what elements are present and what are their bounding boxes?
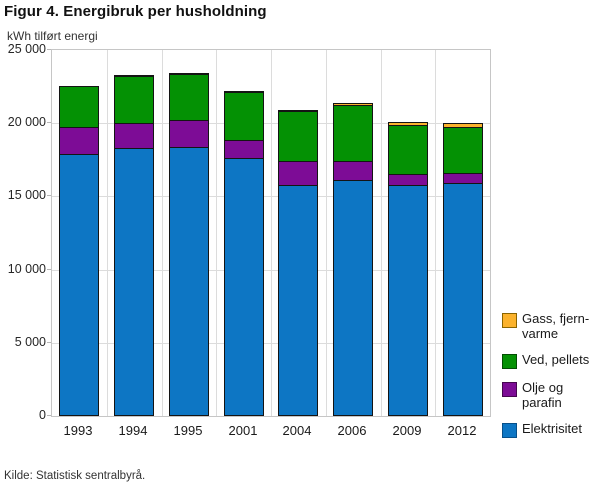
bar-segment-elektrisitet — [278, 185, 318, 416]
bar-segment-elektrisitet — [333, 180, 373, 416]
plot-area — [51, 49, 491, 417]
x-tick-label-2009: 2009 — [392, 423, 422, 438]
legend-item-ved: Ved, pellets — [502, 352, 608, 370]
source-note: Kilde: Statistisk sentralbyrå. — [4, 470, 146, 482]
x-tick-label-2012: 2012 — [447, 423, 477, 438]
x-tick-label-2004: 2004 — [282, 423, 312, 438]
figure-title: Figur 4. Energibruk per husholdning — [4, 3, 267, 20]
bar-segment-olje — [114, 123, 154, 149]
legend-item-elektrisitet: Elektrisitet — [502, 421, 608, 439]
y-tick-label: 25 000 — [7, 42, 46, 56]
legend: Gass, fjern-varme Ved, pellets Olje og par… — [502, 311, 608, 439]
legend-swatch-elektrisitet — [502, 423, 517, 439]
gridline-vertical — [271, 50, 272, 416]
bar-1993 — [59, 86, 99, 416]
bar-segment-elektrisitet — [114, 148, 154, 416]
bar-1995 — [169, 73, 209, 416]
y-tick-label: 20 000 — [7, 115, 46, 130]
gridline-vertical — [326, 50, 327, 416]
bar-2006 — [333, 103, 373, 416]
y-tick-mark — [47, 195, 51, 197]
bar-segment-ved — [114, 76, 154, 124]
legend-swatch-olje — [502, 382, 517, 398]
bar-segment-elektrisitet — [388, 185, 428, 416]
gridline-vertical — [216, 50, 217, 416]
x-tick-label-1995: 1995 — [173, 423, 203, 438]
bar-segment-ved — [333, 105, 373, 162]
bar-segment-ved — [443, 127, 483, 174]
gridline-vertical — [107, 50, 108, 416]
bar-segment-olje — [59, 127, 99, 155]
bar-2009 — [388, 122, 428, 416]
y-tick-label: 0 — [39, 408, 46, 422]
legend-item-gass: Gass, fjern-varme — [502, 311, 608, 341]
y-tick-label: 15 000 — [7, 188, 46, 203]
y-tick-mark — [47, 341, 51, 343]
bar-segment-ved — [169, 74, 209, 121]
bar-segment-olje — [278, 161, 318, 186]
legend-label-ved: Ved, pellets — [522, 352, 590, 368]
legend-swatch-ved — [502, 354, 517, 370]
bar-segment-elektrisitet — [443, 183, 483, 416]
y-axis-unit-label: kWh tilført energi — [7, 29, 98, 43]
legend-swatch-gass — [502, 313, 517, 328]
x-tick-label-1993: 1993 — [63, 423, 93, 438]
x-tick-label-2006: 2006 — [337, 423, 367, 438]
bar-segment-ved — [388, 125, 428, 175]
bar-segment-olje — [224, 140, 264, 159]
y-tick-mark — [47, 49, 51, 50]
bar-segment-olje — [169, 120, 209, 148]
bar-2001 — [224, 91, 264, 416]
bar-2004 — [278, 110, 318, 416]
bar-segment-ved — [224, 92, 264, 141]
y-tick-label: 10 000 — [7, 261, 46, 276]
y-tick-mark — [47, 122, 51, 124]
legend-label-elektrisitet: Elektrisitet — [522, 421, 582, 437]
gridline-vertical — [381, 50, 382, 416]
bar-segment-elektrisitet — [169, 147, 209, 416]
y-tick-mark — [47, 268, 51, 270]
y-tick-label: 5 000 — [14, 334, 46, 349]
y-tick-mark — [47, 415, 51, 416]
legend-item-olje: Olje og parafin — [502, 380, 608, 410]
legend-label-gass: Gass, fjern-varme — [522, 311, 590, 341]
legend-label-olje: Olje og parafin — [522, 380, 564, 410]
bar-segment-elektrisitet — [224, 158, 264, 416]
bar-segment-ved — [59, 86, 99, 128]
bar-segment-ved — [278, 111, 318, 162]
x-tick-label-2001: 2001 — [228, 423, 258, 438]
x-tick-label-1994: 1994 — [118, 423, 148, 438]
gridline-vertical — [435, 50, 436, 416]
bar-segment-elektrisitet — [59, 154, 99, 416]
gridline-vertical — [162, 50, 163, 416]
bar-2012 — [443, 123, 483, 416]
bar-1994 — [114, 75, 154, 416]
bar-segment-olje — [333, 161, 373, 181]
